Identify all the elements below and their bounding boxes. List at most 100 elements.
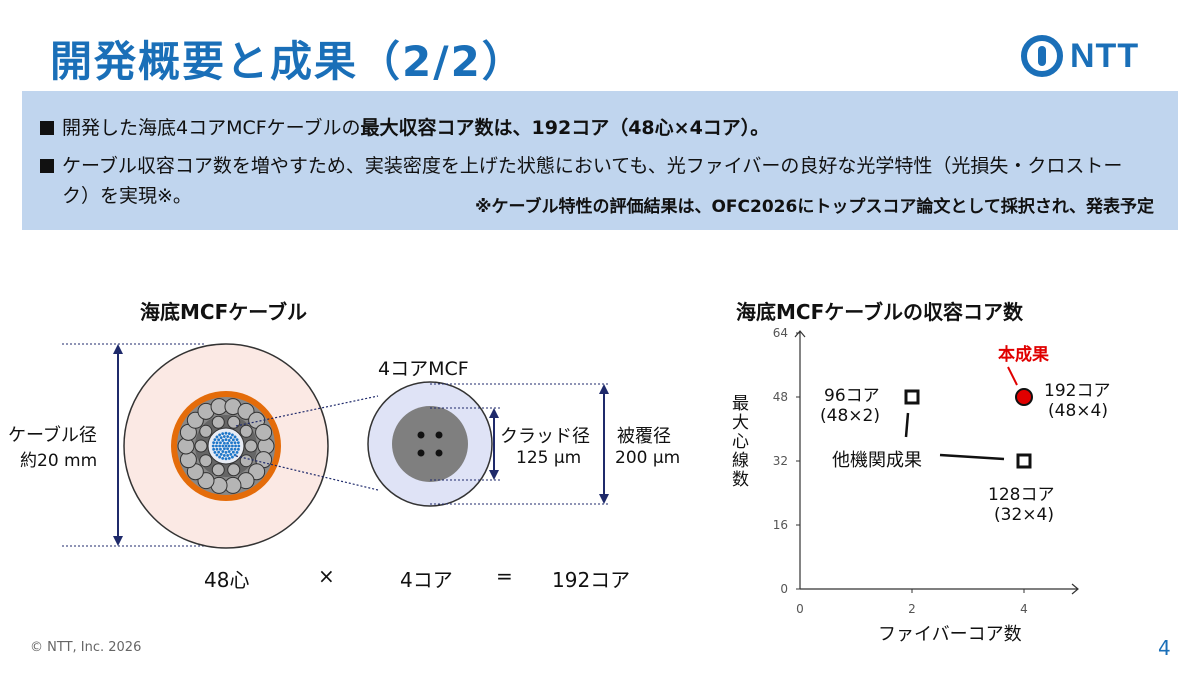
fiber xyxy=(229,436,233,440)
fiber xyxy=(219,447,222,451)
x-tick-label: 2 xyxy=(908,602,916,615)
fiber xyxy=(221,450,225,453)
fiber xyxy=(226,454,230,457)
fiber xyxy=(237,444,241,448)
cable-diameter-value: 約20 mm xyxy=(20,451,98,471)
fiber xyxy=(221,432,225,436)
leader-line-result xyxy=(1007,366,1018,386)
ntt-logo-icon xyxy=(1021,35,1063,77)
fiber xyxy=(224,451,228,454)
inner-wire xyxy=(211,415,225,429)
fiber xyxy=(226,435,230,438)
fiber xyxy=(229,452,233,456)
fiber xyxy=(234,444,238,448)
total-core-count: 192コア xyxy=(552,568,631,592)
data-point-result xyxy=(1015,388,1033,406)
point-sublabel-96: (48×2) xyxy=(820,406,880,426)
cable-cross-section xyxy=(123,343,329,549)
others-label: 他機関成果 xyxy=(832,450,922,471)
y-tick-label: 64 xyxy=(773,326,788,340)
inner-wire xyxy=(211,463,225,477)
equals-sign: = xyxy=(496,564,513,588)
fiber xyxy=(215,441,219,445)
summary-bullet-1: 開発した海底4コアMCFケーブルの最大収容コア数は、192コア（48心×4コア）… xyxy=(40,113,769,143)
chart-heading: 海底MCFケーブルの収容コア数 xyxy=(736,300,1024,324)
fiber xyxy=(224,431,228,435)
fiber xyxy=(233,435,237,439)
zoom-line-top xyxy=(235,395,379,427)
summary-bullet-2: ケーブル収容コア数を増やすため、実装密度を上げた状態においても、光ファイバーの良… xyxy=(40,151,1150,211)
fiber xyxy=(213,438,217,441)
bullet1-bold: 最大収容コア数は、192コア（48心×4コア）。 xyxy=(360,117,770,139)
leader-line-96 xyxy=(904,412,910,438)
fiber xyxy=(217,438,221,442)
fiber xyxy=(224,444,228,448)
fiber xyxy=(221,456,225,460)
fiber xyxy=(218,455,222,459)
fiber xyxy=(230,441,233,445)
point-sublabel-128: (32×4) xyxy=(994,505,1054,525)
fiber xyxy=(217,450,221,454)
fiber xyxy=(222,454,226,457)
fiber xyxy=(236,441,240,445)
inner-wire xyxy=(227,463,241,477)
scatter-chart: 0 16 32 48 64 0 2 4 xyxy=(773,326,1079,615)
coating-value: 200 μm xyxy=(615,448,681,468)
y-tick-label: 32 xyxy=(773,454,788,468)
core-count: 4コア xyxy=(400,568,453,592)
fiber xyxy=(227,432,231,436)
fiber xyxy=(227,456,231,460)
fiber xyxy=(236,447,240,451)
result-label: 本成果 xyxy=(998,345,1049,365)
bullet2-text: ケーブル収容コア数を増やすため、実装密度を上げた状態においても、光ファイバーの良… xyxy=(62,155,1123,207)
inner-wire xyxy=(199,454,213,468)
fiber xyxy=(223,441,226,445)
fiber xyxy=(231,455,234,459)
fiber xyxy=(215,444,218,448)
data-point-square xyxy=(904,389,920,405)
fiber xyxy=(215,435,219,439)
fiber xyxy=(231,438,235,442)
fiber xyxy=(235,451,239,454)
inner-wire xyxy=(239,454,253,468)
bullet1-text: 開発した海底4コアMCFケーブルの xyxy=(62,117,361,139)
y-tick-label: 0 xyxy=(780,582,788,596)
fiber xyxy=(222,435,226,438)
fiber xyxy=(213,451,217,454)
zoom-line-bottom xyxy=(235,455,379,491)
inner-wire xyxy=(194,439,208,453)
page-number: 4 xyxy=(1158,636,1171,660)
x-tick-label: 4 xyxy=(1020,602,1028,615)
fiber xyxy=(219,436,223,440)
inner-wire xyxy=(239,424,253,438)
fiber xyxy=(223,447,226,451)
cladding-label: クラッド径 xyxy=(500,426,590,447)
fiber xyxy=(224,438,228,441)
y-tick-label: 48 xyxy=(773,390,788,404)
cable-diameter-label: ケーブル径 xyxy=(8,425,97,446)
fiber xyxy=(233,441,237,445)
fiber xyxy=(230,447,233,451)
fiber xyxy=(226,441,230,445)
fiber xyxy=(219,441,222,445)
fiber xyxy=(211,444,215,448)
point-sublabel-192: (48×4) xyxy=(1048,401,1108,421)
y-axis-label: 最大心線数 xyxy=(732,394,749,490)
point-label-192: 192コア xyxy=(1044,381,1111,401)
data-point-square xyxy=(1016,453,1032,469)
logo-text: NTT xyxy=(1070,36,1140,75)
cladding-value: 125 μm xyxy=(516,448,582,468)
inner-wire xyxy=(199,424,213,438)
mcf-cross-section xyxy=(367,381,493,507)
fiber xyxy=(231,444,234,448)
fiber xyxy=(231,450,235,454)
summary-box: 開発した海底4コアMCFケーブルの最大収容コア数は、192コア（48心×4コア）… xyxy=(22,91,1178,230)
fiber xyxy=(218,433,222,437)
bullet-square-icon xyxy=(40,159,54,173)
mcf-label: 4コアMCF xyxy=(378,358,469,380)
inner-wire xyxy=(227,415,241,429)
fiber xyxy=(227,450,231,453)
x-tick-label: 0 xyxy=(796,602,804,615)
x-axis-label: ファイバーコア数 xyxy=(878,624,1022,645)
fiber xyxy=(215,447,219,451)
